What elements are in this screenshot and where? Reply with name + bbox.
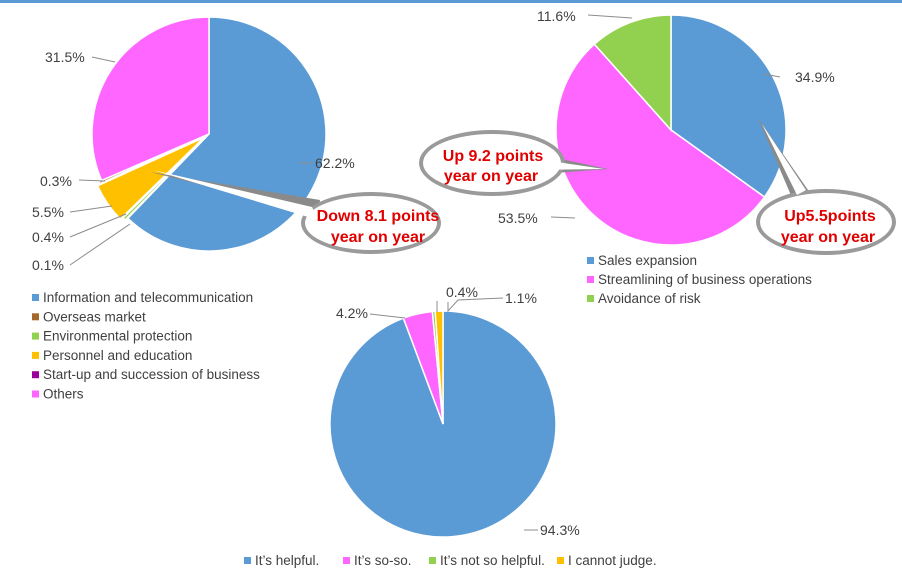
pie-slice-personnel-and-education — [96, 136, 205, 221]
pie-slice-avoidance-of-risk — [593, 14, 672, 132]
legend-label-it-s-helpful: It’s helpful. — [255, 553, 319, 568]
legend-swatch-environmental-protection — [32, 332, 39, 340]
slice-label-overseas: 0.3% — [40, 173, 72, 189]
legend-label-environmental-protection: Environmental protection — [43, 329, 192, 344]
legend-chart3: It’s helpful. It’s so-so. It’s not so help… — [244, 553, 657, 568]
slice-label-info-telecom: 62.2% — [315, 155, 355, 171]
slice-label-so-so: 4.2% — [336, 305, 368, 321]
slice-label-cannot-judge: 1.1% — [505, 290, 537, 306]
legend-swatch-it-s-not-so-helpful — [429, 557, 436, 564]
legend-label-sales-expansion: Sales expansion — [598, 253, 697, 268]
slice-label-not-helpful: 0.4% — [446, 284, 478, 300]
pie-slice-others — [91, 16, 210, 182]
slice-label-personnel: 5.5% — [32, 204, 64, 220]
slice-label-startup: 0.1% — [32, 257, 64, 273]
legend-label-it-s-not-so-helpful: It’s not so helpful. — [440, 553, 545, 568]
slice-label-avoidance: 11.6% — [537, 8, 576, 24]
callout-up92-line2: year on year — [444, 168, 538, 185]
legend-swatch-others — [32, 390, 39, 398]
slice-label-others: 31.5% — [45, 49, 85, 65]
pie-slice-streamlining-of-business-operations — [555, 43, 766, 246]
slice-label-environmental: 0.4% — [32, 229, 64, 245]
pie-slice-i-cannot-judge — [434, 310, 444, 425]
callout-up55-line2: year on year — [781, 229, 875, 246]
legend-chart2: Sales expansion Streamlining of business … — [587, 253, 812, 306]
legend-swatch-start-up-and-succession-of-business — [32, 371, 39, 379]
legend-label-avoidance-of-risk: Avoidance of risk — [598, 291, 701, 306]
pie-chart-industry: 31.5% 62.2% 0.3% 5.5% 0.4% 0.1% Down 8.1… — [32, 16, 441, 402]
legend-label-it-s-so-so: It’s so-so. — [354, 553, 412, 568]
legend-label-information-and-telecommunication: Information and telecommunication — [43, 290, 253, 305]
pie-slice-information-and-telecommunication — [126, 16, 327, 252]
leader-lines-chart1 — [69, 56, 313, 266]
leader-lines-chart3 — [369, 297, 538, 531]
legend-label-personnel-and-education: Personnel and education — [43, 348, 192, 363]
legend-swatch-streamlining-of-business-operations — [587, 276, 594, 283]
callout-bubble-chart2-left: Up 9.2 points year on year — [419, 130, 608, 196]
slice-label-sales: 34.9% — [795, 69, 835, 85]
leader-lines-chart2 — [550, 14, 781, 219]
pie-chart-purpose: 11.6% 34.9% 53.5% Up 9.2 points year on … — [419, 8, 896, 306]
slice-label-helpful: 94.3% — [540, 522, 580, 538]
callout-line2: year on year — [331, 229, 425, 246]
legend-label-streamlining-of-business-operations: Streamlining of business operations — [598, 272, 812, 287]
legend-swatch-personnel-and-education — [32, 351, 39, 359]
legend-swatch-information-and-telecommunication — [32, 294, 39, 301]
pie-slice-sales-expansion — [670, 14, 787, 199]
legend-swatch-i-cannot-judge — [557, 557, 564, 564]
legend-label-i-cannot-judge: I cannot judge. — [568, 553, 657, 568]
pie-chart-helpfulness: 4.2% 0.4% 1.1% 94.3% It’s helpful. It’s s… — [244, 284, 657, 568]
legend-swatch-it-s-helpful — [244, 557, 251, 564]
callout-bubble-chart2-right: Up5.5points year on year — [756, 118, 896, 255]
legend-swatch-sales-expansion — [587, 257, 594, 264]
legend-chart1: Information and telecommunication Oversea… — [32, 290, 260, 402]
legend-label-others: Others — [43, 387, 84, 402]
callout-line1: Down 8.1 points — [317, 208, 440, 225]
slice-label-streamlining: 53.5% — [498, 210, 538, 226]
legend-swatch-it-s-so-so — [343, 557, 350, 564]
legend-label-overseas-market: Overseas market — [43, 309, 146, 324]
legend-swatch-overseas-market — [32, 313, 39, 321]
callout-bubble-chart1: Down 8.1 points year on year — [150, 170, 441, 254]
legend-swatch-avoidance-of-risk — [587, 295, 594, 302]
top-rule — [0, 0, 902, 3]
legend-label-start-up-and-succession-of-business: Start-up and succession of business — [43, 367, 260, 382]
callout-up55-line1: Up5.5points — [784, 208, 876, 225]
pie-slice-environmental-protection — [122, 135, 208, 221]
callout-up92-line1: Up 9.2 points — [443, 148, 544, 165]
